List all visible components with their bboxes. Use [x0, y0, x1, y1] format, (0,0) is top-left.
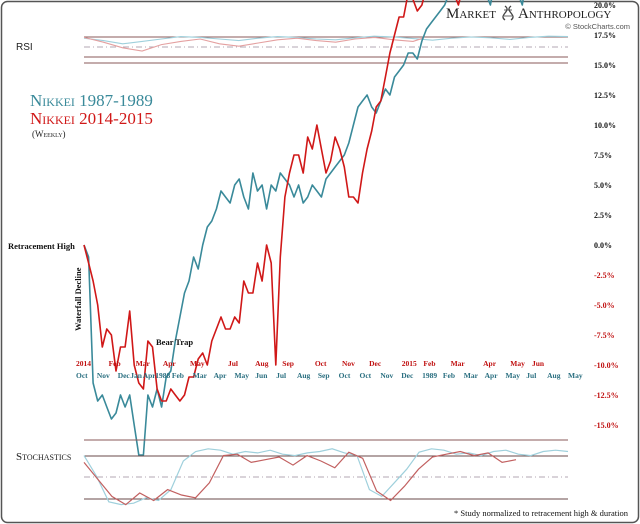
- x-tick-label-1987-1989: Mar: [464, 371, 479, 380]
- x-tick-label-1987-1989: Aug: [297, 371, 311, 380]
- legend-nikkei-2014-2015: Nikkei 2014-2015: [30, 109, 153, 128]
- y-tick-label: 20.0%: [594, 1, 616, 10]
- stochastics-label: Stochastics: [16, 451, 71, 463]
- x-tick-label-1987-1989: Dec: [118, 371, 131, 380]
- y-tick-label: 10.0%: [594, 121, 616, 130]
- x-tick-label-1987-1989: Jan: [130, 371, 143, 380]
- series-nikkei-2014-2015: [83, 0, 461, 402]
- x-tick-label-1987-1989: Nov: [97, 371, 110, 380]
- x-tick-label-1987-1989: Feb: [443, 371, 455, 380]
- x-tick-label-2014-2015: Apr: [163, 359, 177, 368]
- rsi-series: [83, 35, 569, 52]
- x-tick-label-1987-1989: Oct: [339, 371, 351, 380]
- x-tick-label-1987-1989: Sep: [318, 371, 330, 380]
- y-tick-label: -5.0%: [594, 301, 615, 310]
- rsi-panel: RSI: [16, 35, 569, 58]
- x-tick-label-2014-2015: 2014: [76, 359, 91, 368]
- x-tick-label-1987-1989: Mar: [193, 371, 208, 380]
- y-tick-label: 0.0%: [594, 241, 612, 250]
- x-tick-label-2014-2015: Apr: [483, 359, 497, 368]
- rsi-line-1987-1989: [83, 35, 569, 45]
- x-tick-label-2014-2015: Feb: [423, 359, 435, 368]
- x-tick-label-1987-1989: Apr: [214, 371, 228, 380]
- stochastics-series: [83, 448, 569, 506]
- x-tick-label-1987-1989: May: [234, 371, 249, 380]
- y-tick-label: -7.5%: [594, 331, 615, 340]
- y-tick-label: 2.5%: [594, 211, 612, 220]
- legend-nikkei-1987-1989: Nikkei 1987-1989: [30, 91, 153, 110]
- main-series: [83, 0, 524, 456]
- x-tick-label-2014-2015: Jul: [228, 359, 238, 368]
- brand-word-2: Anthropology: [518, 6, 611, 22]
- x-tick-label-1987-1989: Apr: [143, 371, 157, 380]
- x-axis-1987-1989: Oct Nov Dec Jan Apr 1988 Feb Mar Apr May Jun Jul Aug…: [76, 371, 583, 380]
- main-chart: 27.5%25.0%22.5%20.0%17.5%15.0%12.5%10.0%…: [8, 0, 619, 456]
- footer-note: * Study normalized to retracement high &…: [454, 508, 629, 518]
- x-tick-label-1987-1989: Aug: [547, 371, 561, 380]
- x-tick-label-2014-2015: Jun: [532, 359, 545, 368]
- x-tick-label-2014-2015: May: [510, 359, 525, 368]
- x-tick-label-1987-1989: Feb: [172, 371, 184, 380]
- annotation-waterfall-decline: Waterfall Decline: [73, 267, 83, 331]
- x-tick-label-2014-2015: Oct: [315, 359, 327, 368]
- x-tick-label-1987-1989: 1988: [155, 371, 170, 380]
- x-tick-label-1987-1989: Nov: [380, 371, 393, 380]
- legend-weekly: (Weekly): [32, 129, 66, 139]
- x-tick-label-2014-2015: Sep: [282, 359, 294, 368]
- rsi-label: RSI: [16, 42, 33, 53]
- y-tick-label: -12.5%: [594, 391, 619, 400]
- x-tick-label-2014-2015: Mar: [451, 359, 466, 368]
- x-tick-label-2014-2015: May: [190, 359, 205, 368]
- x-tick-label-1987-1989: May: [568, 371, 583, 380]
- x-tick-label-1987-1989: Dec: [401, 371, 414, 380]
- x-tick-label-1987-1989: Jul: [276, 371, 286, 380]
- x-tick-label-1987-1989: Jun: [255, 371, 268, 380]
- y-tick-label: 5.0%: [594, 181, 612, 190]
- stoch-line-2014-2015: [83, 450, 517, 506]
- y-axis-ticks: 27.5%25.0%22.5%20.0%17.5%15.0%12.5%10.0%…: [594, 1, 619, 430]
- brand-word-1: Market: [446, 6, 496, 22]
- x-tick-label-1987-1989: May: [505, 371, 520, 380]
- brand: Market Anthropology © StockCharts.com: [446, 5, 630, 31]
- annotation-retracement-high: Retracement High: [8, 241, 75, 251]
- x-tick-label-1987-1989: Apr: [485, 371, 499, 380]
- x-tick-label-1987-1989: Oct: [360, 371, 372, 380]
- stochastics-panel: Stochastics: [16, 439, 569, 506]
- y-tick-label: 15.0%: [594, 61, 616, 70]
- x-tick-label-2014-2015: Feb: [109, 359, 121, 368]
- watermark: © StockCharts.com: [565, 22, 630, 31]
- annotation-bear-trap: Bear Trap: [156, 337, 193, 347]
- x-tick-label-1987-1989: 1989: [422, 371, 437, 380]
- x-tick-label-2014-2015: Nov: [342, 359, 355, 368]
- x-tick-label-2014-2015: Aug: [255, 359, 269, 368]
- rsi-line-2014-2015: [83, 36, 423, 52]
- y-tick-label: 12.5%: [594, 91, 616, 100]
- x-tick-label-2014-2015: Dec: [369, 359, 382, 368]
- y-tick-label: -15.0%: [594, 421, 619, 430]
- y-tick-label: 7.5%: [594, 151, 612, 160]
- y-tick-label: -10.0%: [594, 361, 619, 370]
- x-tick-label-2014-2015: 2015: [402, 359, 417, 368]
- y-tick-label: -2.5%: [594, 271, 615, 280]
- series-nikkei-1987-1989: [83, 0, 524, 456]
- x-tick-label-1987-1989: Oct: [76, 371, 88, 380]
- x-tick-label-1987-1989: Jul: [526, 371, 536, 380]
- dna-helix-icon: [502, 5, 514, 21]
- y-tick-label: 17.5%: [594, 31, 616, 40]
- x-tick-label-2014-2015: Mar: [136, 359, 151, 368]
- x-axis-2014-2015: 2014 Feb Mar Apr May Jul Aug Sep Oct Nov Dec 2015 Fe…: [76, 359, 545, 368]
